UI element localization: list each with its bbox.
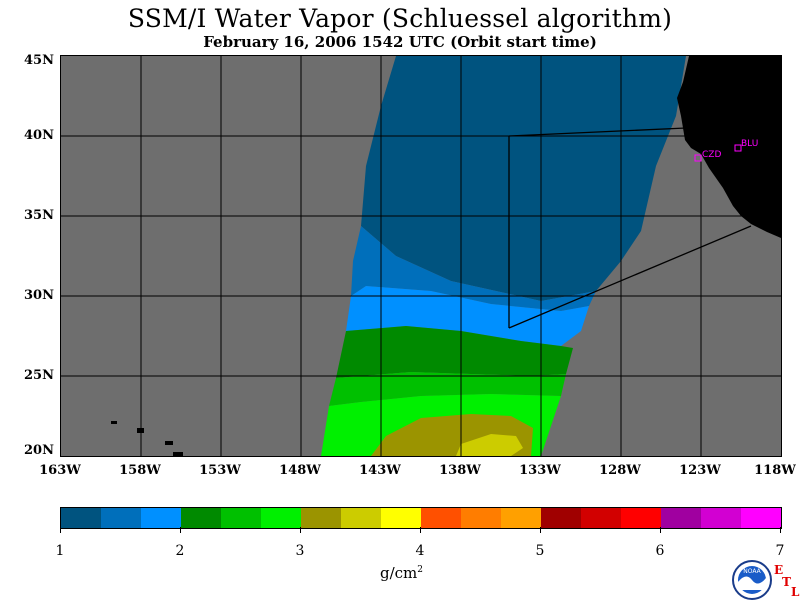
colorbar-swatch	[541, 508, 581, 528]
colorbar-tick	[780, 527, 781, 533]
lat-label: 40N	[24, 128, 54, 143]
swath-band-yellow	[456, 434, 523, 456]
colorbar-tick	[660, 527, 661, 533]
lat-label: 35N	[24, 208, 54, 223]
colorbar-swatch	[501, 508, 541, 528]
lat-label: 25N	[24, 368, 54, 383]
colorbar-swatch	[181, 508, 221, 528]
colorbar-swatch	[381, 508, 421, 528]
colorbar-swatch	[421, 508, 461, 528]
lon-label: 133W	[519, 463, 561, 478]
colorbar-unit: g/cm2	[380, 564, 424, 582]
lon-label: 163W	[39, 463, 81, 478]
colorbar-swatch	[701, 508, 741, 528]
island-maui	[165, 441, 173, 445]
colorbar-tick	[60, 527, 61, 533]
swath-band-dark-green	[336, 326, 573, 378]
colorbar-swatch	[221, 508, 261, 528]
colorbar-tick	[540, 527, 541, 533]
water-vapor-map: CZD BLU	[60, 55, 782, 457]
land-west-coast	[677, 56, 781, 238]
graticule	[61, 56, 781, 456]
noaa-logo-text: NOAA	[743, 568, 761, 575]
swath-band-light-blue	[346, 286, 589, 346]
etl-letter: L	[791, 585, 800, 599]
lon-label: 138W	[439, 463, 481, 478]
lon-label: 123W	[679, 463, 721, 478]
lat-label: 30N	[24, 288, 54, 303]
lon-label: 128W	[599, 463, 641, 478]
colorbar-swatch	[261, 508, 301, 528]
colorbar-swatch	[61, 508, 101, 528]
map-title: SSM/I Water Vapor (Schluessel algorithm)	[127, 4, 673, 33]
colorbar-label: 5	[535, 543, 545, 559]
colorbar-swatch	[101, 508, 141, 528]
colorbar-label: 1	[55, 543, 65, 559]
colorbar-label: 4	[415, 543, 425, 559]
island-hawaii	[173, 452, 183, 456]
lon-label: 158W	[119, 463, 161, 478]
swath-band-medium-green	[329, 372, 566, 406]
colorbar-swatch	[141, 508, 181, 528]
lon-label: 143W	[359, 463, 401, 478]
swath-band-medium-blue	[351, 226, 596, 311]
lat-label: 20N	[24, 443, 54, 458]
colorbar-swatch	[741, 508, 781, 528]
colorbar-swatch	[581, 508, 621, 528]
colorbar-label: 7	[775, 543, 785, 559]
colorbar-swatch	[341, 508, 381, 528]
swath-band-dark-blue	[361, 56, 686, 301]
colorbar-label: 6	[655, 543, 665, 559]
colorbar-label: 2	[175, 543, 185, 559]
station-blu-label: BLU	[741, 139, 758, 149]
colorbar	[60, 507, 782, 529]
station-blu	[734, 144, 742, 152]
colorbar-tick	[180, 527, 181, 533]
lon-label: 118W	[754, 463, 796, 478]
colorbar-tick	[420, 527, 421, 533]
colorbar-swatch	[661, 508, 701, 528]
map-subtitle: February 16, 2006 1542 UTC (Orbit start …	[203, 33, 597, 51]
island-kauai	[111, 421, 117, 424]
colorbar-swatch	[621, 508, 661, 528]
trajectory-lines	[508, 127, 752, 329]
colorbar-tick	[300, 527, 301, 533]
lon-label: 153W	[199, 463, 241, 478]
station-czd-label: CZD	[702, 150, 721, 160]
lat-label: 45N	[24, 53, 54, 68]
lon-label: 148W	[279, 463, 321, 478]
colorbar-swatch	[301, 508, 341, 528]
station-czd	[694, 154, 702, 162]
colorbar-swatch	[461, 508, 501, 528]
noaa-logo-icon: NOAA	[732, 560, 772, 600]
etl-letter: T	[782, 575, 791, 589]
colorbar-label: 3	[295, 543, 305, 559]
etl-letter: E	[774, 563, 784, 577]
